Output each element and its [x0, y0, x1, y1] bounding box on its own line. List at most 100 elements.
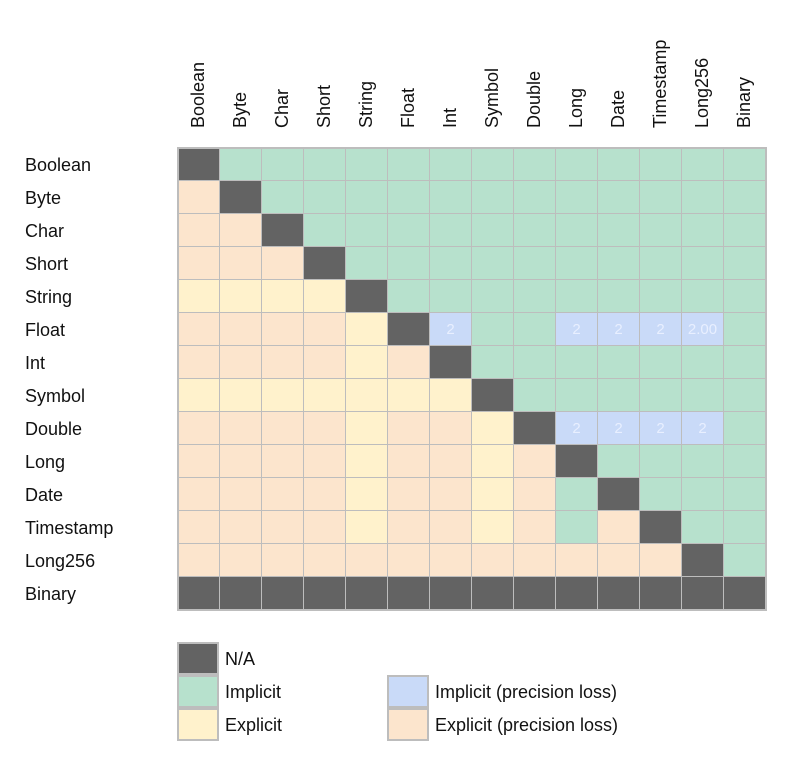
cell-byte-to-byte — [219, 180, 262, 214]
cell-timestamp-to-timestamp — [639, 510, 682, 544]
cell-int-to-timestamp — [639, 345, 682, 379]
cell-int-to-symbol — [471, 345, 514, 379]
cell-timestamp-to-double — [513, 510, 556, 544]
column-header-byte: Byte — [230, 91, 250, 128]
column-header-float: Float — [398, 87, 418, 128]
cell-boolean-to-long — [555, 147, 598, 181]
cell-symbol-to-timestamp — [639, 378, 682, 412]
cell-long256-to-long256 — [681, 543, 724, 577]
column-header-int: Int — [440, 107, 460, 128]
cell-date-to-symbol — [471, 477, 514, 511]
cell-timestamp-to-boolean — [177, 510, 220, 544]
cell-int-to-int — [429, 345, 472, 379]
cell-float-to-symbol — [471, 312, 514, 346]
cell-string-to-char — [261, 279, 304, 313]
cell-string-to-int — [429, 279, 472, 313]
cell-timestamp-to-symbol — [471, 510, 514, 544]
cell-double-to-binary — [723, 411, 766, 445]
cell-float-to-long256: 2.00 — [681, 312, 724, 346]
cell-symbol-to-date — [597, 378, 640, 412]
row-header-long: Long — [25, 452, 66, 472]
row-header-long256: Long256 — [25, 551, 96, 571]
legend-label-implicit: Implicit — [225, 682, 282, 702]
cell-short-to-long — [555, 246, 598, 280]
cell-binary-to-long — [555, 576, 598, 610]
cell-char-to-long — [555, 213, 598, 247]
cell-float-to-timestamp: 2 — [639, 312, 682, 346]
cell-long-to-byte — [219, 444, 262, 478]
cell-double-to-byte — [219, 411, 262, 445]
legend-label-implicit-precision-loss-: Implicit (precision loss) — [435, 682, 618, 702]
cell-string-to-float — [387, 279, 430, 313]
cell-date-to-float — [387, 477, 430, 511]
column-header-date: Date — [608, 89, 628, 128]
cell-date-to-boolean — [177, 477, 220, 511]
cell-int-to-long256 — [681, 345, 724, 379]
cell-symbol-to-long — [555, 378, 598, 412]
cell-string-to-double — [513, 279, 556, 313]
column-header-string: String — [356, 80, 376, 128]
row-header-int: Int — [25, 353, 46, 373]
cell-date-to-binary — [723, 477, 766, 511]
cell-double-to-date: 2 — [597, 411, 640, 445]
cell-byte-to-symbol — [471, 180, 514, 214]
cell-timestamp-to-int — [429, 510, 472, 544]
cell-date-to-timestamp — [639, 477, 682, 511]
cell-long256-to-float — [387, 543, 430, 577]
cell-char-to-date — [597, 213, 640, 247]
cell-long-to-short — [303, 444, 346, 478]
cell-double-to-int — [429, 411, 472, 445]
row-header-timestamp: Timestamp — [25, 518, 114, 538]
cell-timestamp-to-byte — [219, 510, 262, 544]
cell-byte-to-double — [513, 180, 556, 214]
cell-boolean-to-symbol — [471, 147, 514, 181]
cell-timestamp-to-binary — [723, 510, 766, 544]
cell-char-to-float — [387, 213, 430, 247]
cell-double-to-short — [303, 411, 346, 445]
cell-short-to-double — [513, 246, 556, 280]
cell-date-to-string — [345, 477, 388, 511]
cell-boolean-to-double — [513, 147, 556, 181]
cell-char-to-int — [429, 213, 472, 247]
cell-byte-to-timestamp — [639, 180, 682, 214]
cell-boolean-to-string — [345, 147, 388, 181]
cell-symbol-to-symbol — [471, 378, 514, 412]
cell-boolean-to-timestamp — [639, 147, 682, 181]
cell-date-to-int — [429, 477, 472, 511]
legend-swatch-implicit — [177, 675, 219, 708]
cell-date-to-date — [597, 477, 640, 511]
cell-int-to-float — [387, 345, 430, 379]
cell-char-to-string — [345, 213, 388, 247]
cell-double-to-string — [345, 411, 388, 445]
cell-timestamp-to-date — [597, 510, 640, 544]
cell-short-to-timestamp — [639, 246, 682, 280]
cell-date-to-byte — [219, 477, 262, 511]
cell-int-to-byte — [219, 345, 262, 379]
cell-long-to-symbol — [471, 444, 514, 478]
cell-timestamp-to-char — [261, 510, 304, 544]
cell-long256-to-int — [429, 543, 472, 577]
cell-string-to-long256 — [681, 279, 724, 313]
cell-string-to-symbol — [471, 279, 514, 313]
column-header-boolean: Boolean — [188, 61, 208, 128]
cell-binary-to-binary — [723, 576, 766, 610]
cell-timestamp-to-float — [387, 510, 430, 544]
row-header-byte: Byte — [25, 188, 62, 208]
cell-int-to-date — [597, 345, 640, 379]
cell-symbol-to-char — [261, 378, 304, 412]
cell-int-to-binary — [723, 345, 766, 379]
cell-date-to-short — [303, 477, 346, 511]
cell-float-to-byte — [219, 312, 262, 346]
cell-short-to-date — [597, 246, 640, 280]
cell-byte-to-short — [303, 180, 346, 214]
column-header-timestamp: Timestamp — [650, 39, 670, 128]
cell-date-to-long — [555, 477, 598, 511]
legend-label-n-a: N/A — [225, 649, 256, 669]
cell-byte-to-boolean — [177, 180, 220, 214]
cell-binary-to-long256 — [681, 576, 724, 610]
cell-int-to-char — [261, 345, 304, 379]
cell-float-to-short — [303, 312, 346, 346]
cell-long256-to-date — [597, 543, 640, 577]
cell-byte-to-int — [429, 180, 472, 214]
cell-char-to-boolean — [177, 213, 220, 247]
